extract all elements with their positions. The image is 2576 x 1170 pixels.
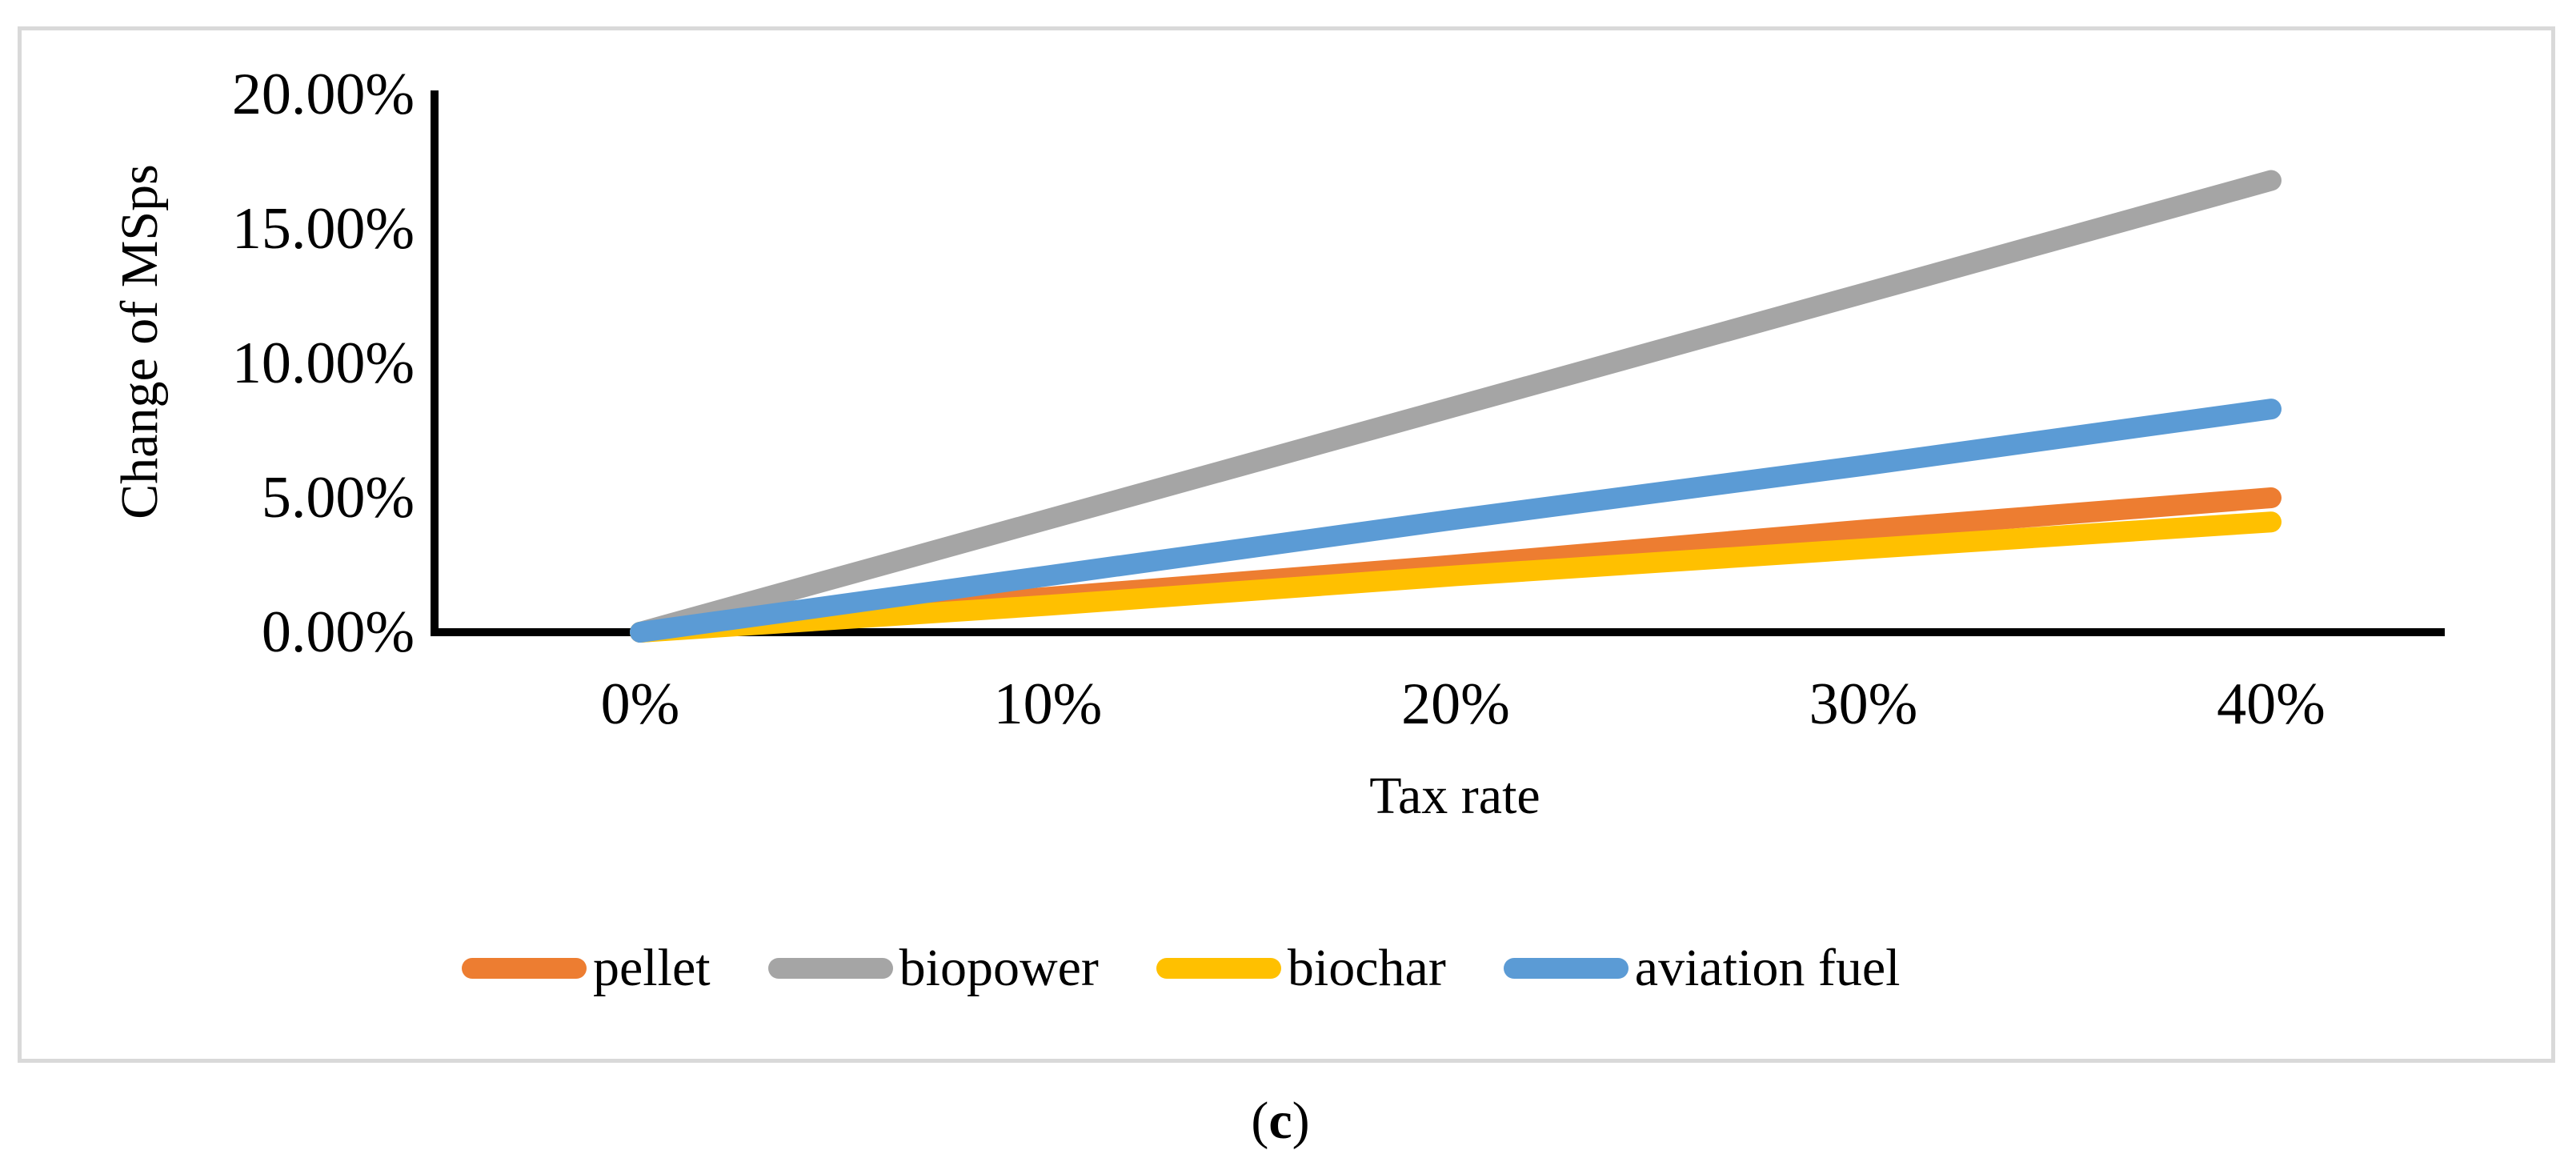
- legend: pellet biopower biochar aviation fuel: [462, 938, 1901, 999]
- caption-letter: c: [1268, 1092, 1292, 1150]
- legend-swatch-aviation-fuel: [1503, 958, 1629, 979]
- caption-open-paren: (: [1251, 1092, 1269, 1150]
- y-tick-label: 10.00%: [232, 331, 415, 396]
- series-line-biochar: [630, 511, 2282, 643]
- legend-label-pellet: pellet: [593, 939, 711, 997]
- y-axis-title: Change of MSps: [110, 164, 169, 519]
- series-line-aviation-fuel: [630, 399, 2282, 643]
- y-tick-label: 5.00%: [262, 465, 415, 531]
- legend-swatch-biochar: [1156, 958, 1281, 979]
- legend-item-pellet: pellet: [462, 938, 711, 999]
- legend-swatch-biopower: [767, 958, 893, 979]
- legend-item-aviation-fuel: aviation fuel: [1503, 938, 1901, 999]
- legend-item-biopower: biopower: [767, 938, 1099, 999]
- legend-swatch-pellet: [462, 958, 587, 979]
- legend-label-biochar: biochar: [1287, 939, 1446, 997]
- x-tick-label: 40%: [2217, 671, 2326, 737]
- caption-close-paren: ): [1292, 1092, 1310, 1150]
- x-tick-label: 20%: [1401, 671, 1510, 737]
- x-tick-label: 10%: [994, 671, 1103, 737]
- x-tick-label: 30%: [1809, 671, 1918, 737]
- y-tick-label: 15.00%: [232, 196, 415, 262]
- y-tick-label: 20.00%: [232, 62, 415, 127]
- x-axis-title: Tax rate: [1369, 767, 1540, 825]
- figure-caption: (c): [1251, 1091, 1309, 1152]
- y-tick-label: 0.00%: [262, 599, 415, 665]
- legend-label-biopower: biopower: [899, 939, 1099, 997]
- legend-item-biochar: biochar: [1156, 938, 1446, 999]
- x-tick-label: 0%: [601, 671, 680, 737]
- legend-label-aviation-fuel: aviation fuel: [1634, 939, 1901, 997]
- series-line-biopower: [630, 170, 2282, 643]
